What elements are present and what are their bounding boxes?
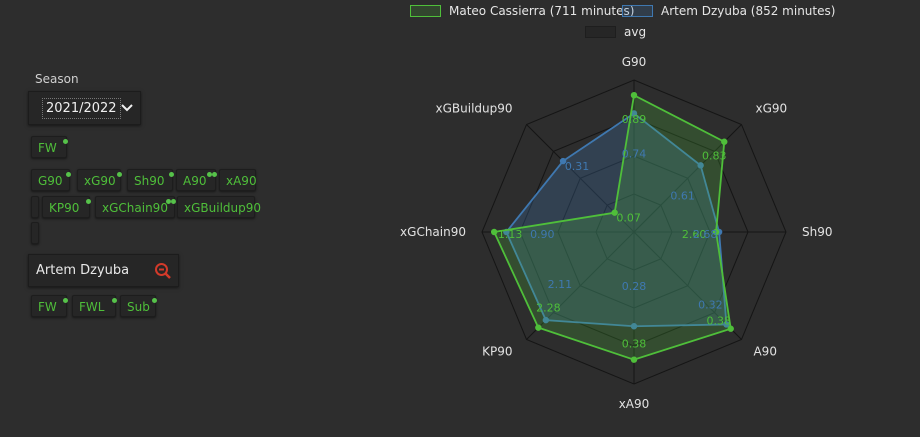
value-label-xg90-series1: 0.83: [702, 150, 727, 163]
player-position-tag-sub[interactable]: Sub: [120, 295, 157, 317]
selected-indicator: [207, 172, 212, 177]
selected-indicator: [86, 199, 91, 204]
data-point-xa90-series1: [630, 356, 638, 363]
chevron-down-icon: [121, 104, 133, 112]
value-label-g90-series1: 0.89: [622, 113, 647, 126]
metric-tag-sh90[interactable]: Sh90: [127, 169, 174, 191]
data-point-xgbuildup90-series2: [559, 157, 567, 165]
selected-indicator: [171, 199, 176, 204]
selected-indicator: [152, 298, 157, 303]
metric-tag-g90[interactable]: G90: [31, 169, 71, 191]
selected-indicator: [117, 172, 122, 177]
axis-label-sh90: Sh90: [802, 225, 833, 239]
selected-indicator: [169, 172, 174, 177]
value-label-sh90-series2: 2.68: [693, 228, 718, 241]
data-point-g90-series1: [630, 92, 638, 99]
value-label-xgbuildup90-series2: 0.31: [565, 160, 590, 173]
player-position-tag-fwl[interactable]: FWL: [72, 295, 117, 317]
value-label-xgchain90-series2: 0.90: [530, 228, 555, 241]
metric-tag-xgchain90[interactable]: xGChain90: [95, 196, 176, 218]
position-tag-fw[interactable]: FW: [31, 136, 68, 158]
data-point-a90-series1: [727, 325, 734, 332]
season-select[interactable]: 2021/2022: [28, 91, 141, 125]
metric-tag-xg90[interactable]: xG90: [77, 169, 122, 191]
axis-label-a90: A90: [753, 344, 776, 358]
metric-tag-xa90[interactable]: xA90: [219, 169, 257, 191]
value-label-xgbuildup90-series1: 0.07: [616, 212, 641, 225]
axis-label-xg90: xG90: [755, 102, 787, 116]
value-label-xg90-series2: 0.61: [670, 189, 695, 202]
player-search-value: Artem Dzyuba: [36, 263, 130, 278]
selected-indicator: [112, 298, 117, 303]
value-label-xa90-series2: 0.28: [622, 280, 647, 293]
data-point-xgchain90-series1: [490, 228, 498, 236]
legend-label-series1[interactable]: Mateo Cassierra (711 minutes): [449, 4, 635, 18]
legend-swatch-avg[interactable]: [585, 26, 616, 38]
value-label-kp90-series1: 2.28: [536, 302, 561, 315]
legend-label-series2[interactable]: Artem Dzyuba (852 minutes): [661, 4, 836, 18]
value-label-xa90-series1: 0.38: [622, 338, 647, 351]
selected-indicator: [63, 139, 68, 144]
selected-indicator: [166, 199, 171, 204]
player-position-tag-fw[interactable]: FW: [31, 295, 68, 317]
value-label-a90-series2: 0.32: [698, 298, 723, 311]
legend-label-avg[interactable]: avg: [624, 25, 647, 39]
data-point-kp90-series2: [542, 316, 550, 324]
axis-label-xgchain90: xGChain90: [400, 225, 466, 239]
selected-indicator: [66, 172, 71, 177]
axis-label-xgbuildup90: xGBuildup90: [436, 102, 513, 116]
data-point-xg90-series1: [721, 138, 728, 145]
data-point-a90-series2: [723, 321, 730, 328]
legend-swatch-series2[interactable]: [622, 5, 653, 17]
zoom-out-icon[interactable]: [154, 262, 172, 280]
selected-indicator: [212, 172, 217, 177]
player-search-input[interactable]: Artem Dzyuba: [28, 254, 179, 287]
data-point-kp90-series1: [535, 324, 542, 331]
metric-tag-a90[interactable]: A90: [176, 169, 217, 191]
value-label-xgchain90-series1: 1.13: [498, 228, 523, 241]
axis-label-kp90: KP90: [482, 344, 512, 358]
data-point-xgbuildup90-series1: [611, 209, 618, 216]
metric-tag-kp90[interactable]: KP90: [42, 196, 91, 218]
selected-indicator: [63, 298, 68, 303]
grid-spoke: [633, 231, 742, 340]
empty-tag-slot[interactable]: [31, 196, 39, 218]
axis-label-xa90: xA90: [619, 397, 650, 411]
axis-label-g90: G90: [622, 55, 647, 69]
data-point-g90-series2: [630, 110, 638, 117]
value-label-a90-series1: 0.38: [706, 315, 731, 328]
value-label-sh90-series1: 2.60: [682, 228, 707, 241]
metric-tag-xgbuildup90[interactable]: xGBuildup90: [177, 196, 261, 218]
legend-swatch-series1[interactable]: [410, 5, 441, 17]
value-label-g90-series2: 0.74: [622, 147, 647, 160]
season-label: Season: [35, 72, 79, 86]
data-point-xa90-series2: [630, 323, 638, 330]
data-point-xg90-series2: [697, 162, 704, 169]
empty-tag-slot[interactable]: [31, 222, 39, 244]
data-point-sh90-series1: [712, 228, 720, 236]
season-value: 2021/2022: [42, 98, 121, 119]
value-label-kp90-series2: 2.11: [548, 278, 573, 291]
